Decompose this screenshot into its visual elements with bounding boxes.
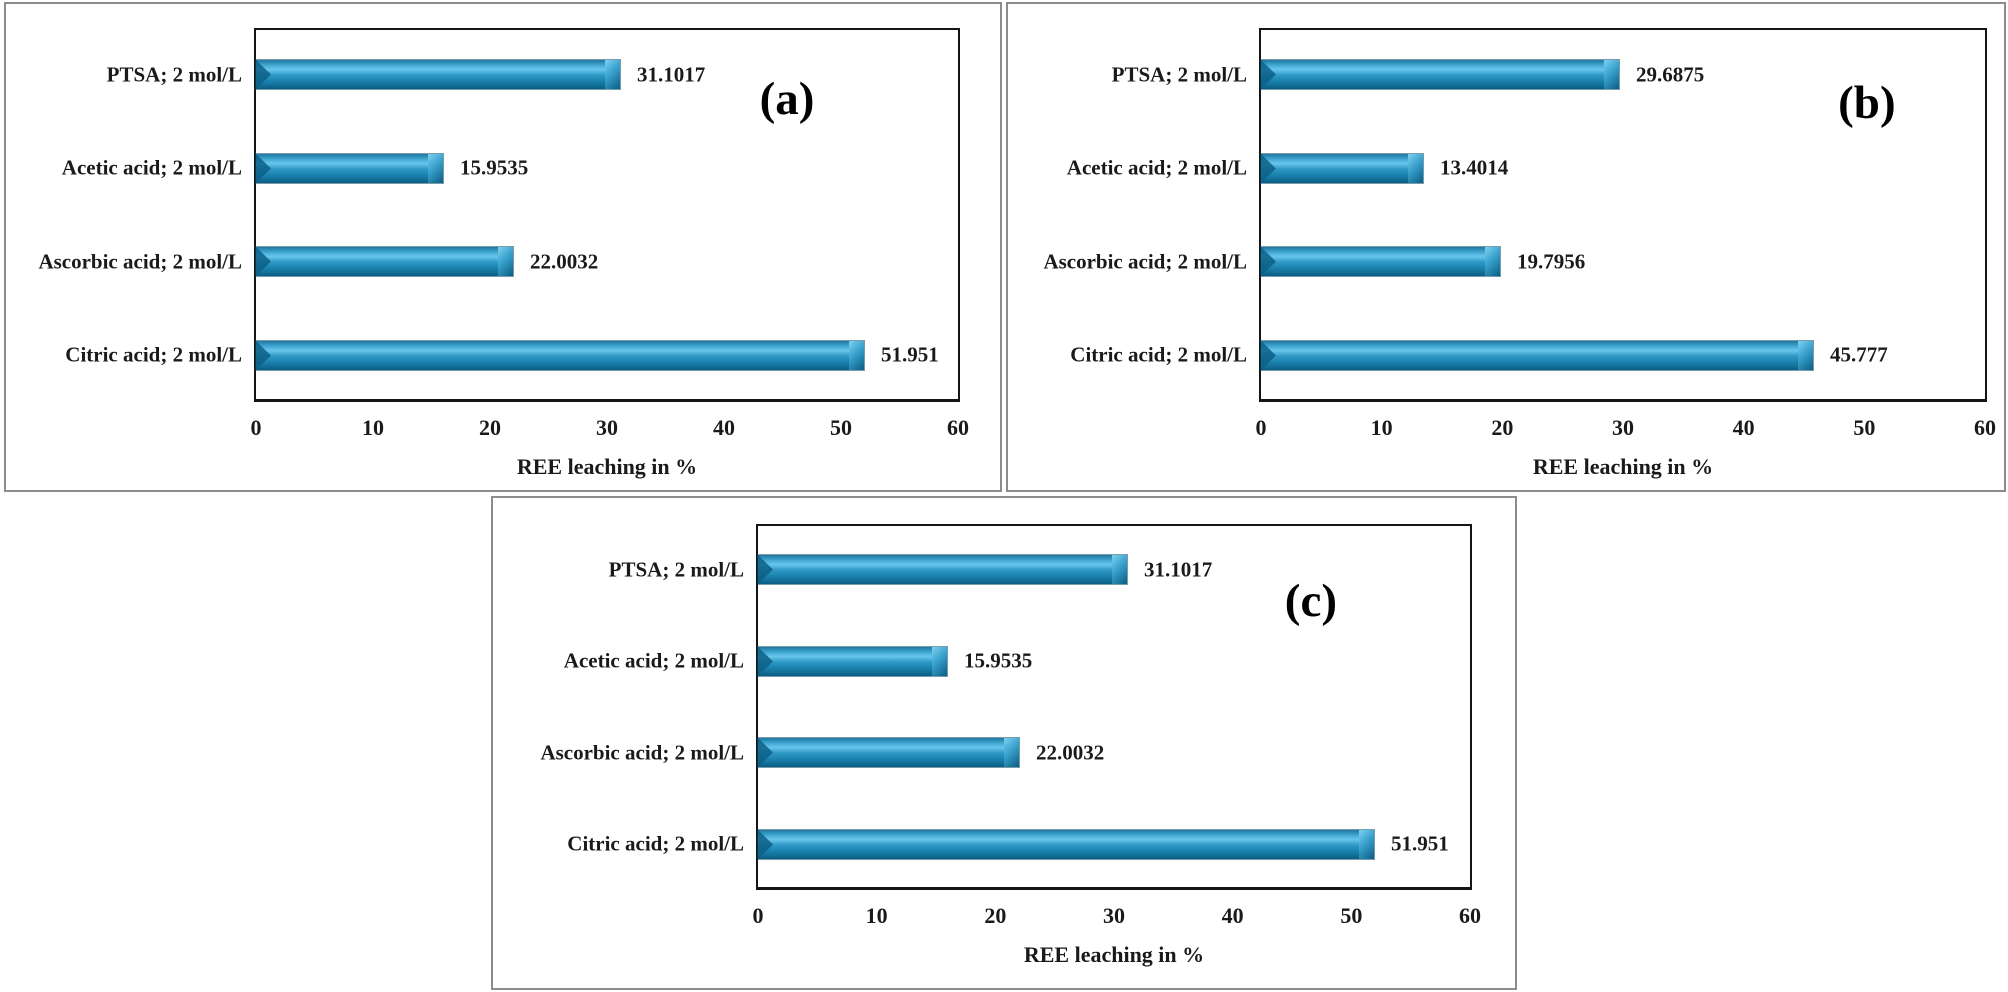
x-tick-40: 40 [1221, 903, 1244, 928]
x-tick-0: 0 [1255, 415, 1267, 440]
x-tick-40: 40 [1732, 415, 1755, 440]
category-label-ptsa: PTSA; 2 mol/L [106, 62, 242, 87]
value-label-acetic-acid: 15.9535 [460, 155, 529, 180]
plot-area [1259, 28, 1987, 402]
bar-left-bevel [1261, 60, 1276, 89]
bar-left-bevel [758, 555, 773, 584]
value-label-citric-acid: 51.951 [881, 342, 939, 367]
x-tick-10: 10 [1370, 415, 1393, 440]
bar-left-bevel [256, 247, 271, 276]
category-label-citric-acid: Citric acid; 2 mol/L [1070, 342, 1247, 367]
value-label-citric-acid: 51.951 [1391, 831, 1449, 856]
bar-right-bevel [1004, 738, 1019, 767]
plot-area [756, 524, 1472, 890]
value-label-ascorbic-acid: 19.7956 [1517, 249, 1586, 274]
x-tick-20: 20 [479, 415, 501, 440]
x-tick-30: 30 [1103, 903, 1125, 928]
bar-ascorbic-acid [1261, 247, 1500, 276]
x-tick-50: 50 [1340, 903, 1363, 928]
x-axis-title: REE leaching in % [516, 454, 698, 479]
category-label-ptsa: PTSA; 2 mol/L [608, 557, 744, 582]
bar-ptsa [758, 555, 1127, 584]
x-tick-30: 30 [1612, 415, 1634, 440]
bar-right-bevel [1485, 247, 1500, 276]
value-label-ascorbic-acid: 22.0032 [530, 249, 599, 274]
value-label-ptsa: 31.1017 [637, 62, 706, 87]
bar-left-bevel [256, 341, 271, 370]
value-label-ascorbic-acid: 22.0032 [1036, 740, 1105, 765]
bar-right-bevel [1604, 60, 1619, 89]
value-label-ptsa: 29.6875 [1636, 62, 1705, 87]
value-label-acetic-acid: 13.4014 [1440, 155, 1509, 180]
x-tick-10: 10 [362, 415, 384, 440]
panel-a: PTSA; 2 mol/L 31.1017 Acetic acid; 2 mol/L… [4, 2, 1002, 492]
bar-left-bevel [1261, 341, 1276, 370]
value-label-acetic-acid: 15.9535 [964, 648, 1033, 673]
value-label-ptsa: 31.1017 [1144, 557, 1213, 582]
x-tick-50: 50 [830, 415, 852, 440]
bar-ascorbic-acid [256, 247, 513, 276]
bar-right-bevel [849, 341, 864, 370]
bar-citric-acid [758, 830, 1374, 859]
bar-ptsa [256, 60, 620, 89]
x-tick-0: 0 [250, 415, 262, 440]
x-tick-60: 60 [1459, 903, 1481, 928]
category-label-acetic-acid: Acetic acid; 2 mol/L [61, 155, 242, 180]
panel-c: PTSA; 2 mol/L 31.1017 Acetic acid; 2 mol/L… [491, 496, 1517, 990]
x-axis-title: REE leaching in % [1532, 454, 1714, 479]
category-label-ptsa: PTSA; 2 mol/L [1111, 62, 1247, 87]
bar-acetic-acid [1261, 154, 1423, 183]
bar-right-bevel [605, 60, 620, 89]
x-axis-title: REE leaching in % [1023, 942, 1205, 967]
bar-right-bevel [428, 154, 443, 183]
plot-area [254, 28, 960, 402]
bar-right-bevel [932, 647, 947, 676]
bar-left-bevel [758, 738, 773, 767]
bar-right-bevel [498, 247, 513, 276]
x-tick-50: 50 [1853, 415, 1876, 440]
bar-ascorbic-acid [758, 738, 1019, 767]
bar-acetic-acid [758, 647, 947, 676]
category-label-ascorbic-acid: Ascorbic acid; 2 mol/L [540, 740, 744, 765]
x-tick-10: 10 [865, 903, 888, 928]
x-tick-30: 30 [596, 415, 618, 440]
bar-left-bevel [1261, 154, 1276, 183]
bar-right-bevel [1798, 341, 1813, 370]
bar-acetic-acid [256, 154, 443, 183]
category-label-citric-acid: Citric acid; 2 mol/L [567, 831, 744, 856]
bar-right-bevel [1112, 555, 1127, 584]
x-tick-40: 40 [713, 415, 735, 440]
x-tick-60: 60 [947, 415, 969, 440]
bar-left-bevel [256, 60, 271, 89]
panel-b: PTSA; 2 mol/L 29.6875 Acetic acid; 2 mol/L… [1006, 2, 2006, 492]
bar-left-bevel [758, 830, 773, 859]
x-tick-0: 0 [752, 903, 764, 928]
category-label-acetic-acid: Acetic acid; 2 mol/L [563, 648, 744, 673]
category-label-ascorbic-acid: Ascorbic acid; 2 mol/L [1043, 249, 1247, 274]
x-tick-20: 20 [1491, 415, 1514, 440]
bar-left-bevel [758, 647, 773, 676]
panel-letter-c: (c) [1284, 574, 1337, 627]
category-label-citric-acid: Citric acid; 2 mol/L [65, 342, 242, 367]
bar-ptsa [1261, 60, 1619, 89]
bar-citric-acid [256, 341, 864, 370]
x-tick-60: 60 [1974, 415, 1996, 440]
panel-letter-a: (a) [759, 73, 815, 126]
category-label-ascorbic-acid: Ascorbic acid; 2 mol/L [38, 249, 242, 274]
bar-right-bevel [1359, 830, 1374, 859]
panel-letter-b: (b) [1838, 76, 1896, 129]
bar-right-bevel [1408, 154, 1423, 183]
bar-citric-acid [1261, 341, 1813, 370]
value-label-citric-acid: 45.777 [1830, 342, 1888, 367]
bar-left-bevel [256, 154, 271, 183]
x-tick-20: 20 [984, 903, 1007, 928]
category-label-acetic-acid: Acetic acid; 2 mol/L [1066, 155, 1247, 180]
bar-left-bevel [1261, 247, 1276, 276]
